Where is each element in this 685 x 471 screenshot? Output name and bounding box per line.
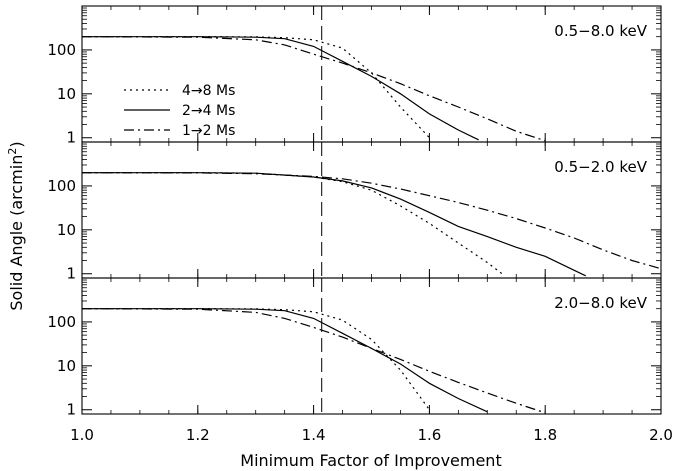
series-line-dotted (82, 308, 430, 411)
y-tick-label: 100 (47, 177, 76, 195)
y-tick-label: 100 (47, 41, 76, 59)
panel-label: 0.5−8.0 keV (554, 22, 647, 40)
series-line-dotted (82, 172, 506, 277)
x-tick-label: 2.0 (649, 426, 673, 444)
y-tick-label: 10 (57, 85, 76, 103)
series-line-dashdot (81, 172, 662, 270)
series-line-solid (82, 36, 479, 141)
y-axis-label-superscript: 2 (6, 148, 19, 155)
y-axis-label-close: ) (7, 141, 26, 147)
panel-3: 1 10 100 2.0−8.0 keV (47, 277, 662, 419)
y-axis-label-text: Solid Angle (arcmin (7, 155, 26, 311)
x-tick-label: 1.8 (533, 426, 557, 444)
y-tick-label: 10 (57, 221, 76, 239)
y-axis-label: Solid Angle (arcmin2) (6, 141, 26, 310)
x-tick-label: 1.4 (302, 426, 326, 444)
x-tick-label: 1.6 (417, 426, 441, 444)
y-tick-label: 1 (66, 401, 76, 419)
series-line-dashdot (81, 36, 546, 142)
panel-label: 2.0−8.0 keV (554, 294, 647, 312)
legend-label: 2→4 Ms (182, 103, 235, 119)
y-tick-label: 100 (47, 313, 76, 331)
panel-label: 0.5−2.0 keV (554, 158, 647, 176)
x-tick-labels: 1.0 1.2 1.4 1.6 1.8 2.0 (70, 426, 673, 444)
series-line-dashdot (81, 308, 546, 414)
y-tick-label: 1 (66, 129, 76, 147)
series-line-solid (82, 308, 488, 413)
legend: 4→8 Ms 2→4 Ms 1→2 Ms (124, 83, 235, 139)
legend-label: 4→8 Ms (182, 83, 235, 99)
panel-2: 1 10 100 0.5−2.0 keV (47, 141, 662, 283)
x-tick-label: 1.2 (186, 426, 210, 444)
y-tick-label: 10 (57, 357, 76, 375)
y-tick-label: 1 (66, 265, 76, 283)
x-axis-label: Minimum Factor of Improvement (240, 451, 501, 470)
series-line-solid (82, 172, 586, 277)
x-tick-label: 1.0 (70, 426, 94, 444)
series-line-dotted (82, 36, 430, 139)
legend-label: 1→2 Ms (182, 123, 235, 139)
panel-1: 1 10 100 0.5−8.0 keV 4→8 Ms 2→4 Ms 1→2 Ms (47, 5, 662, 147)
